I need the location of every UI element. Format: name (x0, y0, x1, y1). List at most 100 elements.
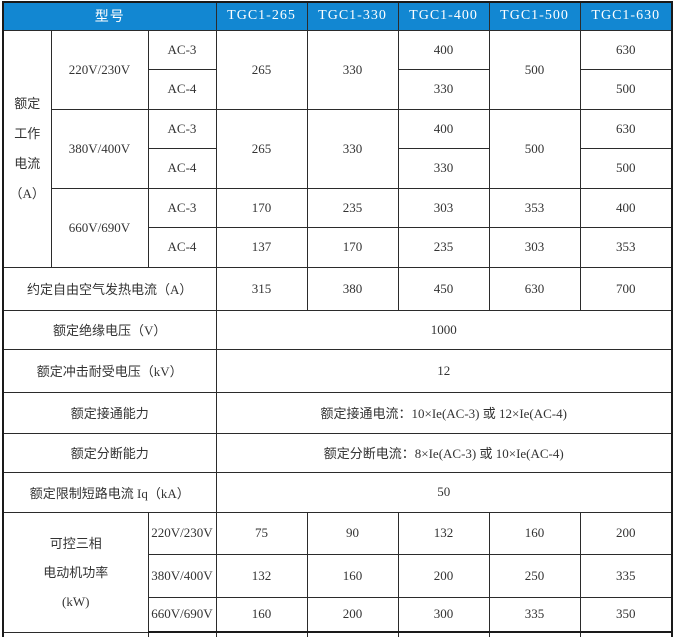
rated-current-380-ac3-row: 380V/400V AC-3 265 330 400 500 630 (3, 108, 673, 189)
section-label-line: (kW) (62, 593, 90, 609)
utilization-category-cell: AC-4 (147, 68, 217, 110)
thermal-current-row: 约定自由空气发热电流（A） 315 380 450 630 700 (2, 266, 673, 311)
value-cell: 630 (488, 266, 581, 311)
voltage-cell: 660V/690V (50, 187, 149, 268)
utilization-category-cell: AC-4 (147, 226, 217, 268)
row-label-cell: 额定冲击耐受电压（kV） (2, 348, 217, 393)
row-label-cell: 额定绝缘电压（V） (2, 309, 217, 350)
value-cell: 353 (488, 187, 581, 228)
value-cell: 300 (397, 596, 490, 633)
model-header-tgc1-330: TGC1-330 (306, 1, 399, 31)
section-label-rated-current: 额定 工作 电流 （A） (2, 29, 52, 268)
section-label-line: 电动机功率 (43, 564, 109, 580)
rated-current-660-ac4-row: AC-4 137 170 235 303 353 (3, 226, 673, 268)
value-cell: 350 (579, 596, 673, 633)
value-cell: 132 (215, 553, 308, 598)
value-cell: 335 (488, 596, 581, 633)
row-label-cell: 额定接通能力 (2, 391, 217, 434)
value-cell: 235 (306, 187, 399, 228)
motor-power-220-row: 可控三相 电动机功率 (kW) 220V/230V 75 90 132 160 … (2, 511, 673, 633)
section-label-line: 工作 (14, 125, 41, 141)
rated-current-660-ac3-row: 660V/690V AC-3 170 235 303 353 400 (3, 187, 673, 268)
value-cell: 500 (579, 68, 673, 110)
rated-current-380-ac4-row: AC-4 330 500 (3, 147, 673, 189)
value-cell: 160 (215, 596, 308, 633)
insulation-voltage-row: 额定绝缘电压（V） 1000 (2, 309, 673, 350)
value-cell: 137 (215, 226, 308, 268)
section-label-line: 额定 (14, 95, 41, 111)
merged-value-cell: 50 (215, 471, 673, 513)
header-row: 型号 TGC1-265 TGC1-330 TGC1-400 TGC1-500 T… (2, 1, 673, 31)
model-header-tgc1-400: TGC1-400 (397, 1, 490, 31)
value-cell: 450 (397, 266, 490, 311)
value-cell: 265 (215, 108, 308, 189)
merged-value-cell: 1000 (215, 309, 673, 350)
impulse-voltage-row: 额定冲击耐受电压（kV） 12 (2, 348, 673, 393)
row-label-cell: 约定自由空气发热电流（A） (2, 266, 217, 311)
empty-cell (147, 631, 217, 637)
utilization-category-cell: AC-4 (147, 147, 217, 189)
value-cell: 200 (397, 553, 490, 598)
motor-power-660-row: 660V/690V 160 200 300 335 350 (3, 596, 673, 633)
voltage-cell: 220V/230V (50, 29, 149, 110)
utilization-category-cell: AC-3 (147, 108, 217, 149)
value-cell: 380 (306, 266, 399, 311)
voltage-cell: 660V/690V (147, 596, 217, 633)
short-circuit-current-row: 额定限制短路电流 Iq（kA） 50 (2, 471, 673, 513)
value-cell: 353 (579, 226, 673, 268)
merged-value-cell: 额定分断电流：8×Ie(AC-3) 或 10×Ie(AC-4) (215, 432, 673, 473)
empty-cell (488, 631, 581, 637)
value-cell: 250 (488, 553, 581, 598)
value-cell: 500 (488, 29, 581, 110)
value-cell: 170 (306, 226, 399, 268)
value-cell: 235 (397, 226, 490, 268)
making-capacity-row: 额定接通能力 额定接通电流：10×Ie(AC-3) 或 12×Ie(AC-4) (2, 391, 673, 434)
utilization-category-cell: AC-3 (147, 187, 217, 228)
merged-value-cell: 12 (215, 348, 673, 393)
voltage-cell: 380V/400V (50, 108, 149, 189)
model-header-tgc1-265: TGC1-265 (215, 1, 308, 31)
row-label-cell: 额定分断能力 (2, 432, 217, 473)
empty-cell (397, 631, 490, 637)
empty-cell (215, 631, 308, 637)
breaking-capacity-row: 额定分断能力 额定分断电流：8×Ie(AC-3) 或 10×Ie(AC-4) (2, 432, 673, 473)
value-cell: 400 (397, 29, 490, 70)
value-cell: 200 (306, 596, 399, 633)
value-cell: 75 (215, 511, 308, 555)
merged-value-cell: 额定接通电流：10×Ie(AC-3) 或 12×Ie(AC-4) (215, 391, 673, 434)
empty-cell (306, 631, 399, 637)
model-header-tgc1-500: TGC1-500 (488, 1, 581, 31)
motor-power-380-row: 380V/400V 132 160 200 250 335 (3, 553, 673, 598)
voltage-cell: 220V/230V (147, 511, 217, 555)
rated-current-220-ac3-row: 额定 工作 电流 （A） 220V/230V AC-3 265 330 400 … (2, 29, 673, 268)
value-cell: 315 (215, 266, 308, 311)
section-label-line: 电流 (14, 155, 41, 171)
value-cell: 630 (579, 29, 673, 70)
model-header-label: 型号 (2, 1, 217, 31)
value-cell: 335 (579, 553, 673, 598)
value-cell: 400 (579, 187, 673, 228)
value-cell: 500 (579, 147, 673, 189)
value-cell: 160 (306, 553, 399, 598)
value-cell: 330 (306, 108, 399, 189)
value-cell: 265 (215, 29, 308, 110)
section-label-line: （A） (9, 185, 45, 201)
rated-current-220-ac4-row: AC-4 330 500 (3, 68, 673, 110)
value-cell: 200 (579, 511, 673, 555)
section-label-line: 可控三相 (49, 535, 102, 551)
value-cell: 700 (579, 266, 673, 311)
value-cell: 330 (306, 29, 399, 110)
value-cell: 303 (397, 187, 490, 228)
value-cell: 330 (397, 147, 490, 189)
row-label-cell: 额定限制短路电流 Iq（kA） (2, 471, 217, 513)
value-cell: 500 (488, 108, 581, 189)
empty-cell (579, 631, 673, 637)
section-label-motor-power: 可控三相 电动机功率 (kW) (2, 511, 149, 633)
voltage-cell: 380V/400V (147, 553, 217, 598)
value-cell: 400 (397, 108, 490, 149)
value-cell: 303 (488, 226, 581, 268)
value-cell: 160 (488, 511, 581, 555)
empty-cell (2, 631, 149, 637)
value-cell: 170 (215, 187, 308, 228)
